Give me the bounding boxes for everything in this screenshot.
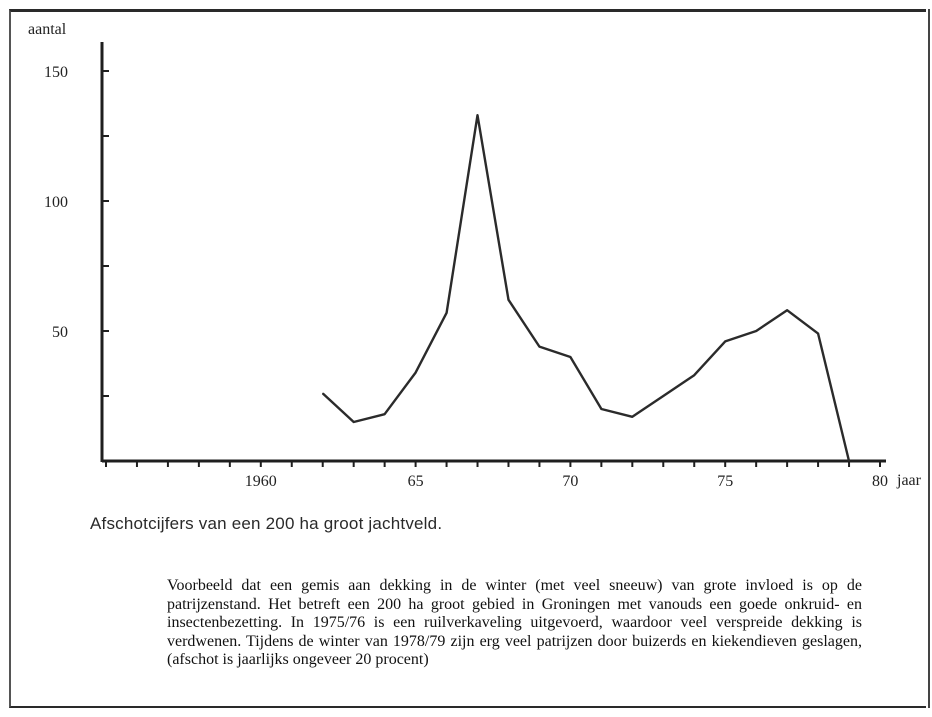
y-tick-label: 50 xyxy=(52,324,68,341)
data-point xyxy=(569,356,572,358)
x-tick-label: 80 xyxy=(872,473,888,490)
data-point xyxy=(353,421,355,423)
figure-description: Voorbeeld dat een gemis aan dekking in d… xyxy=(167,577,862,669)
y-axis-ticks: 150 100 50 xyxy=(44,64,109,397)
data-point xyxy=(507,299,510,301)
data-point xyxy=(631,416,633,418)
data-point xyxy=(693,374,695,376)
y-tick-label: 150 xyxy=(44,64,68,81)
data-point xyxy=(755,330,757,332)
x-tick-label: 75 xyxy=(717,473,733,490)
series-line xyxy=(321,113,851,462)
data-point xyxy=(476,114,479,116)
data-point xyxy=(600,408,602,410)
x-axis-ticks: 1960 65 70 75 80 xyxy=(105,461,888,490)
figure-frame xyxy=(9,9,926,708)
data-point xyxy=(445,312,448,314)
data-point xyxy=(724,340,726,342)
x-tick-label: 1960 xyxy=(245,473,277,490)
data-point xyxy=(322,392,324,394)
x-axis-label: jaar xyxy=(896,472,922,489)
data-point xyxy=(662,395,664,397)
data-point xyxy=(817,333,819,335)
figure-caption: Afschotcijfers van een 200 ha groot jach… xyxy=(90,514,443,533)
data-point xyxy=(384,413,386,415)
data-point xyxy=(786,309,788,311)
y-axis-label: aantal xyxy=(28,21,67,38)
x-tick-label: 70 xyxy=(562,473,578,490)
data-point xyxy=(538,346,541,348)
data-point xyxy=(415,372,417,374)
data-point xyxy=(848,460,850,462)
chart-axes xyxy=(100,42,886,463)
chart-series xyxy=(321,113,851,462)
figure-frame-right-edge xyxy=(928,9,930,708)
x-tick-label: 65 xyxy=(408,473,424,490)
y-tick-label: 100 xyxy=(44,194,68,211)
